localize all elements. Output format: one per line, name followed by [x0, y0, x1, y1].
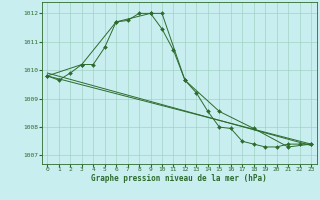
X-axis label: Graphe pression niveau de la mer (hPa): Graphe pression niveau de la mer (hPa) — [91, 174, 267, 183]
